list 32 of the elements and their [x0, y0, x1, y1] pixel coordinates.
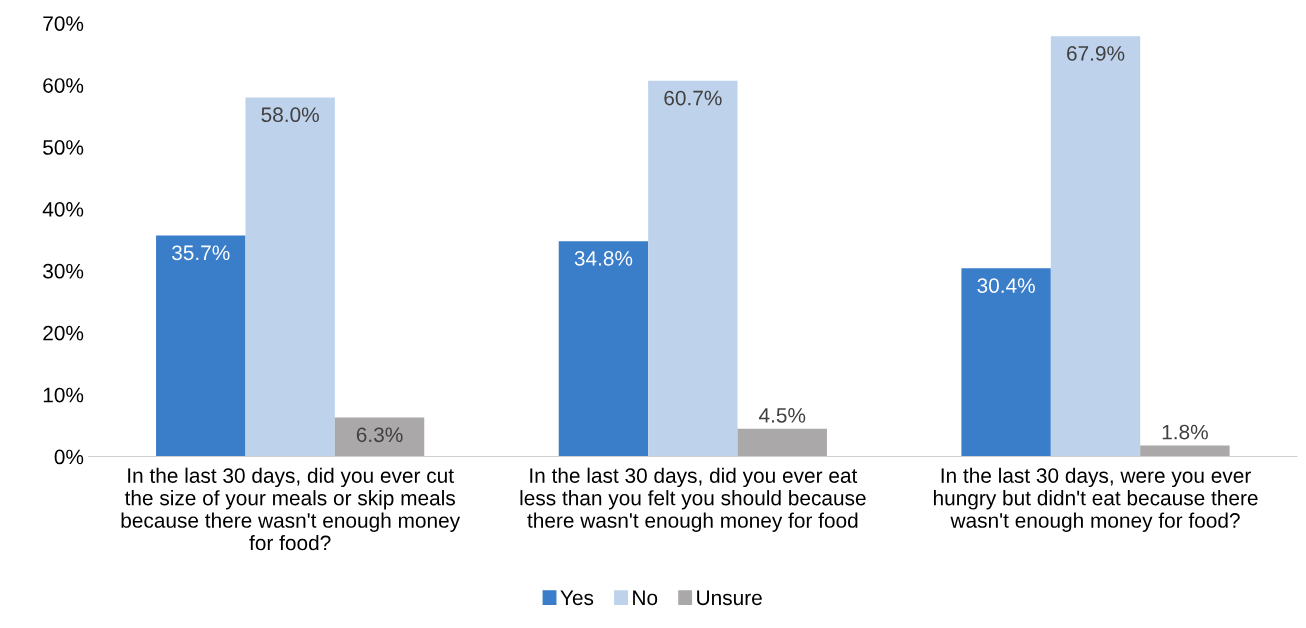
- bar: [558, 241, 649, 457]
- bar: [334, 417, 425, 457]
- bar: [961, 268, 1051, 457]
- bar: [737, 428, 827, 457]
- legend-label: Yes: [560, 590, 594, 606]
- data-label: 67.9%: [1067, 46, 1125, 61]
- y-tick-label: 40%: [42, 201, 84, 217]
- y-tick-label: 20%: [43, 325, 84, 341]
- y-tick-label: 50%: [43, 140, 84, 155]
- x-tick-label: In the last 30 days, did you ever eat less than you felt you should because there wasn't enough money for food: [520, 467, 866, 532]
- legend-label: Unsure: [697, 590, 762, 606]
- bar: [156, 235, 246, 457]
- bar: [1050, 36, 1141, 457]
- y-tick-label: 30%: [43, 263, 84, 279]
- y-tick-label: 60%: [43, 78, 84, 93]
- legend-label: No: [633, 590, 658, 606]
- y-tick-label: 10%: [43, 387, 84, 403]
- data-label: 1.8%: [1162, 424, 1208, 440]
- y-tick-label: 0%: [54, 449, 84, 465]
- data-label: 34.8%: [574, 250, 633, 266]
- y-tick-label: 70%: [43, 16, 84, 31]
- data-label: 60.7%: [664, 90, 722, 106]
- data-label: 4.5%: [758, 408, 806, 423]
- bar: [245, 97, 335, 457]
- bar: [1140, 445, 1230, 457]
- bar: [648, 80, 738, 457]
- x-tick-label: In the last 30 days, did you ever cut the size of your meals or skip meals because there wasn't enough money for food?: [121, 467, 461, 551]
- data-label: 58.0%: [261, 107, 319, 123]
- x-tick-label: In the last 30 days, were you ever hungry but didn't eat because there wasn't enough money for food?: [933, 467, 1258, 532]
- data-label: 35.7%: [172, 245, 230, 261]
- data-label: 30.4%: [977, 278, 1035, 293]
- data-label: 6.3%: [356, 427, 403, 443]
